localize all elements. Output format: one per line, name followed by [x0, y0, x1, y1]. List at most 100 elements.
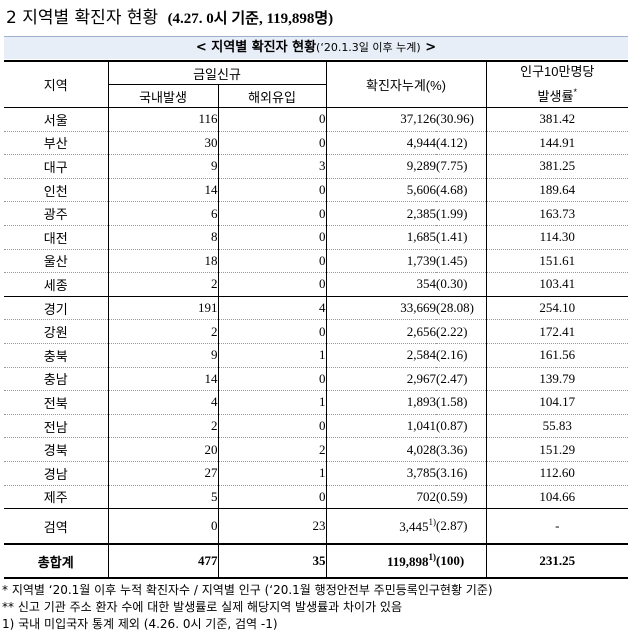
cumulative-value: 119,898: [386, 554, 429, 570]
domestic-cell: 5: [108, 485, 219, 509]
table-row: 충남 14 0 2,967 (2.47) 139.79: [4, 367, 628, 391]
header-rate-line2: 발생률: [537, 89, 574, 104]
cumulative-cell: 4,944: [406, 134, 436, 150]
percent-cell: (0.59): [436, 488, 468, 504]
domestic-cell: 4: [108, 390, 219, 415]
region-cell: 광주: [4, 201, 109, 226]
cumulative-cell: 37,126: [400, 111, 436, 127]
region-cell: 검역: [4, 508, 109, 545]
page-title: 2 지역별 확진자 현황 (4.27. 0시 기준, 119,898명): [6, 4, 333, 32]
overseas-cell: 2: [218, 437, 327, 462]
caption-text: < 지역별 확진자 현황: [195, 40, 317, 55]
rate-cell: 114.30: [485, 225, 628, 250]
percent-cell: (2.22): [436, 323, 468, 339]
title-main: 2 지역별 확진자 현황: [6, 8, 159, 28]
rate-cell: 112.60: [485, 461, 628, 485]
percent-cell: (7.75): [436, 158, 468, 174]
overseas-cell: 0: [218, 249, 327, 273]
region-cell: 제주: [4, 485, 109, 509]
overseas-cell: 23: [218, 508, 327, 545]
region-cell: 전남: [4, 414, 109, 438]
table-row: 충북 9 1 2,584 (2.16) 161.56: [4, 343, 628, 368]
percent-cell: (100): [436, 543, 486, 580]
table-row: 부산 30 0 4,944 (4.12) 144.91: [4, 131, 628, 155]
cumulative-cell: 33,669: [400, 300, 436, 316]
region-cell: 부산: [4, 131, 109, 155]
region-cell: 충남: [4, 367, 109, 391]
overseas-cell: 4: [218, 296, 327, 320]
cumulative-cell: 3,785: [406, 465, 436, 481]
overseas-cell: 0: [218, 107, 327, 132]
header-rate-mark: *: [573, 87, 577, 97]
table-row: 경북 20 2 4,028 (3.36) 151.29: [4, 437, 628, 462]
domestic-cell: 8: [108, 225, 219, 250]
rate-cell: 144.91: [485, 131, 628, 155]
table-row: 인천 14 0 5,606 (4.68) 189.64: [4, 178, 628, 202]
domestic-cell: 27: [108, 461, 219, 485]
percent-cell: (28.08): [436, 300, 474, 316]
header-rate-line1: 인구10만명당: [520, 64, 595, 79]
overseas-cell: 0: [218, 225, 327, 250]
header-domestic: 국내발생: [107, 84, 219, 108]
table-row: 대구 9 3 9,289 (7.75) 381.25: [4, 154, 628, 179]
cumulative-cell: 2,656: [406, 323, 436, 339]
cumulative-cell: 1,893: [406, 394, 436, 410]
domestic-cell: 20: [108, 437, 219, 462]
header-overseas: 해외유입: [217, 84, 327, 108]
region-cell: 울산: [4, 249, 109, 273]
header-cumulative: 확진자누계(%): [325, 60, 487, 108]
caption-range: (‘20.1.3일 이후 누계): [316, 41, 421, 54]
cumulative-cell: 2,584: [406, 347, 436, 363]
domestic-cell: 2: [108, 414, 219, 438]
domestic-cell: 14: [108, 367, 219, 391]
header-new-cases: 금일신규: [107, 60, 327, 85]
rate-cell: 189.64: [485, 178, 628, 202]
rate-cell: 163.73: [485, 201, 628, 226]
domestic-cell: 9: [108, 343, 219, 368]
domestic-cell: 2: [108, 319, 219, 344]
domestic-cell: 14: [108, 178, 219, 202]
footnote-mark: 1): [428, 552, 437, 563]
region-cell: 전북: [4, 390, 109, 415]
header-rate: 인구10만명당 발생률*: [485, 60, 628, 108]
domestic-cell: 18: [108, 249, 219, 273]
rate-cell: 55.83: [485, 414, 628, 438]
domestic-cell: 0: [108, 508, 219, 545]
percent-cell: (30.96): [436, 111, 474, 127]
overseas-cell: 0: [218, 131, 327, 155]
overseas-cell: 0: [218, 414, 327, 438]
percent-cell: (0.30): [436, 276, 468, 292]
cumulative-cell: 2,967: [406, 370, 436, 386]
percent-cell: (3.36): [436, 441, 468, 457]
domestic-cell: 477: [108, 543, 219, 580]
percent-cell: (3.16): [436, 465, 468, 481]
region-cell: 총합계: [4, 543, 109, 580]
rate-cell: 104.66: [485, 485, 628, 509]
region-cell: 세종: [4, 272, 109, 297]
domestic-cell: 9: [108, 154, 219, 179]
percent-cell: (1.58): [436, 394, 468, 410]
cumulative-cell: 1,739: [406, 252, 436, 268]
overseas-cell: 0: [218, 367, 327, 391]
overseas-cell: 1: [218, 390, 327, 415]
percent-cell: (1.41): [436, 229, 468, 245]
table-row: 서울 116 0 37,126 (30.96) 381.42: [4, 107, 628, 132]
cumulative-cell: 3,4451): [326, 509, 436, 545]
rate-cell: 381.42: [485, 107, 628, 132]
rate-cell: 103.41: [485, 272, 628, 297]
domestic-cell: 30: [108, 131, 219, 155]
footnote-3: 1) 국내 미입국자 통계 제외 (4.26. 0시 기준, 검역 -1): [2, 617, 278, 631]
region-cell: 강원: [4, 319, 109, 344]
rate-cell: 151.61: [485, 249, 628, 273]
domestic-cell: 6: [108, 201, 219, 226]
percent-cell: (2.47): [436, 370, 468, 386]
cumulative-cell: 702: [416, 488, 437, 504]
table-row: 광주 6 0 2,385 (1.99) 163.73: [4, 201, 628, 226]
region-cell: 충북: [4, 343, 109, 368]
percent-cell: (2.87): [436, 518, 468, 534]
percent-cell: (1.45): [436, 252, 468, 268]
overseas-cell: 3: [218, 154, 327, 179]
domestic-cell: 2: [108, 272, 219, 297]
cumulative-cell: 354: [416, 276, 437, 292]
rate-cell: 254.10: [485, 296, 628, 320]
